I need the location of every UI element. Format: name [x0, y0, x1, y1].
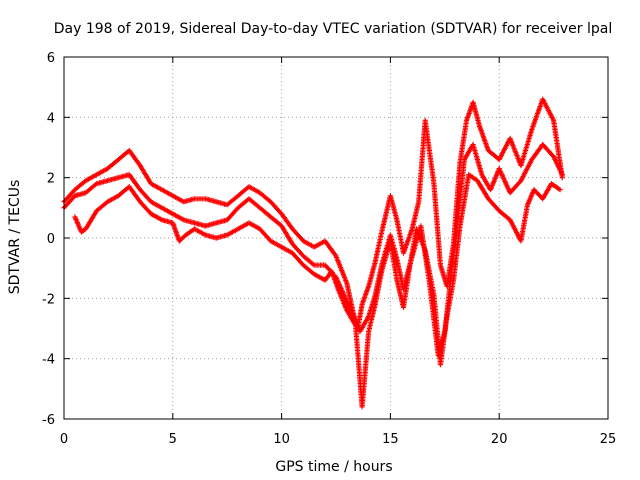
y-tick-label: -4	[42, 353, 55, 368]
y-tick-label: 2	[47, 172, 55, 187]
series-line	[63, 143, 563, 357]
y-axis-label: SDTVAR / TECUs	[7, 180, 23, 295]
grid	[64, 57, 608, 419]
y-tick-label: 0	[47, 232, 55, 247]
x-tick-label: 10	[273, 432, 290, 447]
series-track-2	[61, 141, 565, 359]
y-tick-label: -2	[42, 292, 55, 307]
x-tick-label: 0	[60, 432, 68, 447]
series-track-1	[61, 96, 565, 332]
data-point-markers	[72, 172, 563, 410]
series-track-3	[72, 172, 563, 410]
x-tick-label: 15	[382, 432, 399, 447]
series-line	[63, 98, 563, 330]
y-tick-label: -6	[42, 413, 55, 428]
data-point-markers	[61, 96, 565, 332]
x-axis-label: GPS time / hours	[275, 459, 392, 475]
x-tick-label: 20	[491, 432, 508, 447]
y-tick-label: 4	[47, 111, 55, 126]
data-series	[61, 96, 565, 410]
chart-title: Day 198 of 2019, Sidereal Day-to-day VTE…	[54, 21, 612, 37]
data-point-markers	[61, 141, 565, 359]
x-tick-label: 25	[600, 432, 617, 447]
x-tick-label: 5	[169, 432, 177, 447]
y-tick-label: 6	[47, 51, 55, 66]
